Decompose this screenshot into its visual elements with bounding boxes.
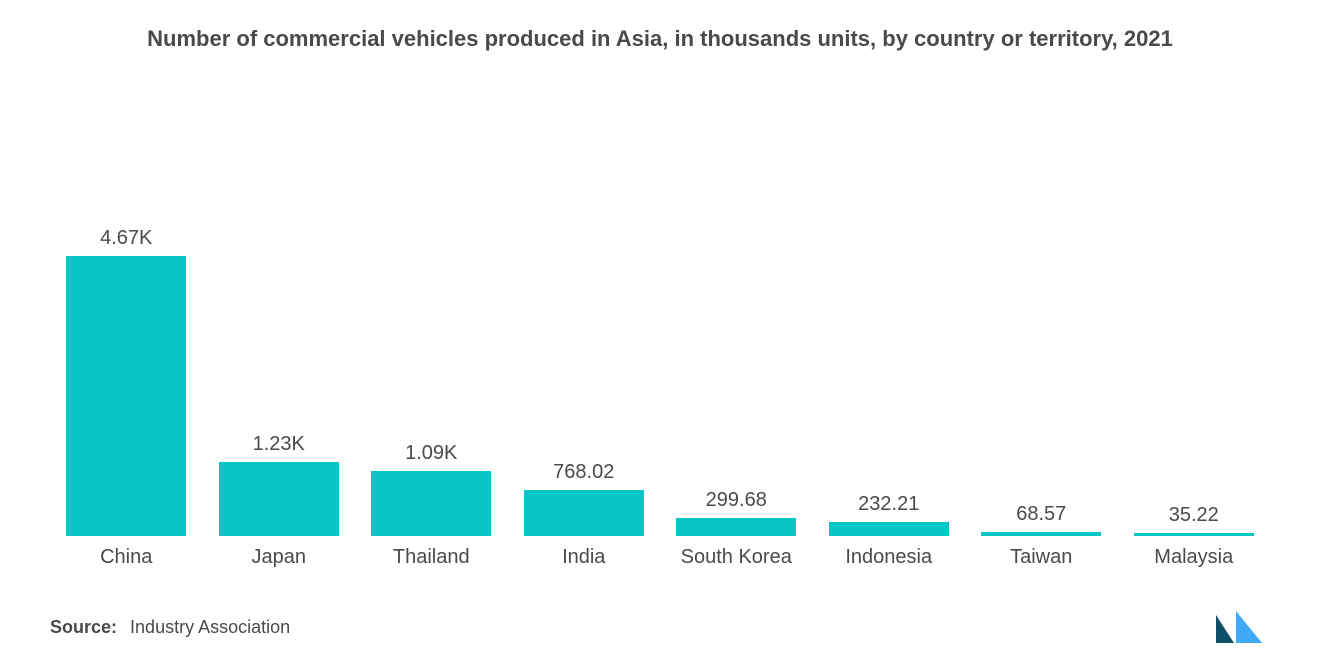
bar-value-label: 4.67K xyxy=(100,227,152,250)
bar-group: 1.23K Japan xyxy=(203,122,356,569)
bar-category-label: Malaysia xyxy=(1154,546,1233,569)
logo-shape-a xyxy=(1216,615,1234,643)
bar xyxy=(1134,533,1254,536)
bar-category-label: South Korea xyxy=(681,546,792,569)
bar-group: 232.21 Indonesia xyxy=(813,122,966,569)
bar xyxy=(676,518,796,536)
bar-group: 35.22 Malaysia xyxy=(1118,122,1271,569)
bar xyxy=(219,462,339,536)
bar-value-label: 1.23K xyxy=(253,433,305,456)
bar-category-label: China xyxy=(100,546,152,569)
source-line: Source: Industry Association xyxy=(50,617,290,638)
chart-container: Number of commercial vehicles produced i… xyxy=(0,0,1320,665)
bar xyxy=(829,522,949,536)
bar-category-label: India xyxy=(562,546,605,569)
bar-value-label: 68.57 xyxy=(1016,503,1066,526)
bar-category-label: Taiwan xyxy=(1010,546,1072,569)
bar-category-label: Japan xyxy=(252,546,307,569)
chart-footer: Source: Industry Association xyxy=(40,569,1280,645)
bar-group: 1.09K Thailand xyxy=(355,122,508,569)
bar xyxy=(981,532,1101,536)
bar-group: 68.57 Taiwan xyxy=(965,122,1118,569)
bar-category-label: Thailand xyxy=(393,546,470,569)
bar xyxy=(371,471,491,536)
bar-value-label: 35.22 xyxy=(1169,504,1219,527)
logo-shape-b xyxy=(1236,611,1262,643)
bar-group: 4.67K China xyxy=(50,122,203,569)
bar-value-label: 299.68 xyxy=(706,489,767,512)
bar-group: 768.02 India xyxy=(508,122,661,569)
plot-area: 4.67K China 1.23K Japan 1.09K Thailand 768.02 I… xyxy=(40,62,1280,569)
bar xyxy=(66,256,186,536)
source-text: Industry Association xyxy=(130,617,290,637)
brand-logo xyxy=(1214,609,1270,645)
bar-group: 299.68 South Korea xyxy=(660,122,813,569)
bar-category-label: Indonesia xyxy=(845,546,932,569)
source-label: Source: xyxy=(50,617,117,637)
bar-value-label: 1.09K xyxy=(405,442,457,465)
bar-value-label: 232.21 xyxy=(858,493,919,516)
bar xyxy=(524,490,644,536)
chart-title: Number of commercial vehicles produced i… xyxy=(147,24,1173,54)
bar-value-label: 768.02 xyxy=(553,461,614,484)
